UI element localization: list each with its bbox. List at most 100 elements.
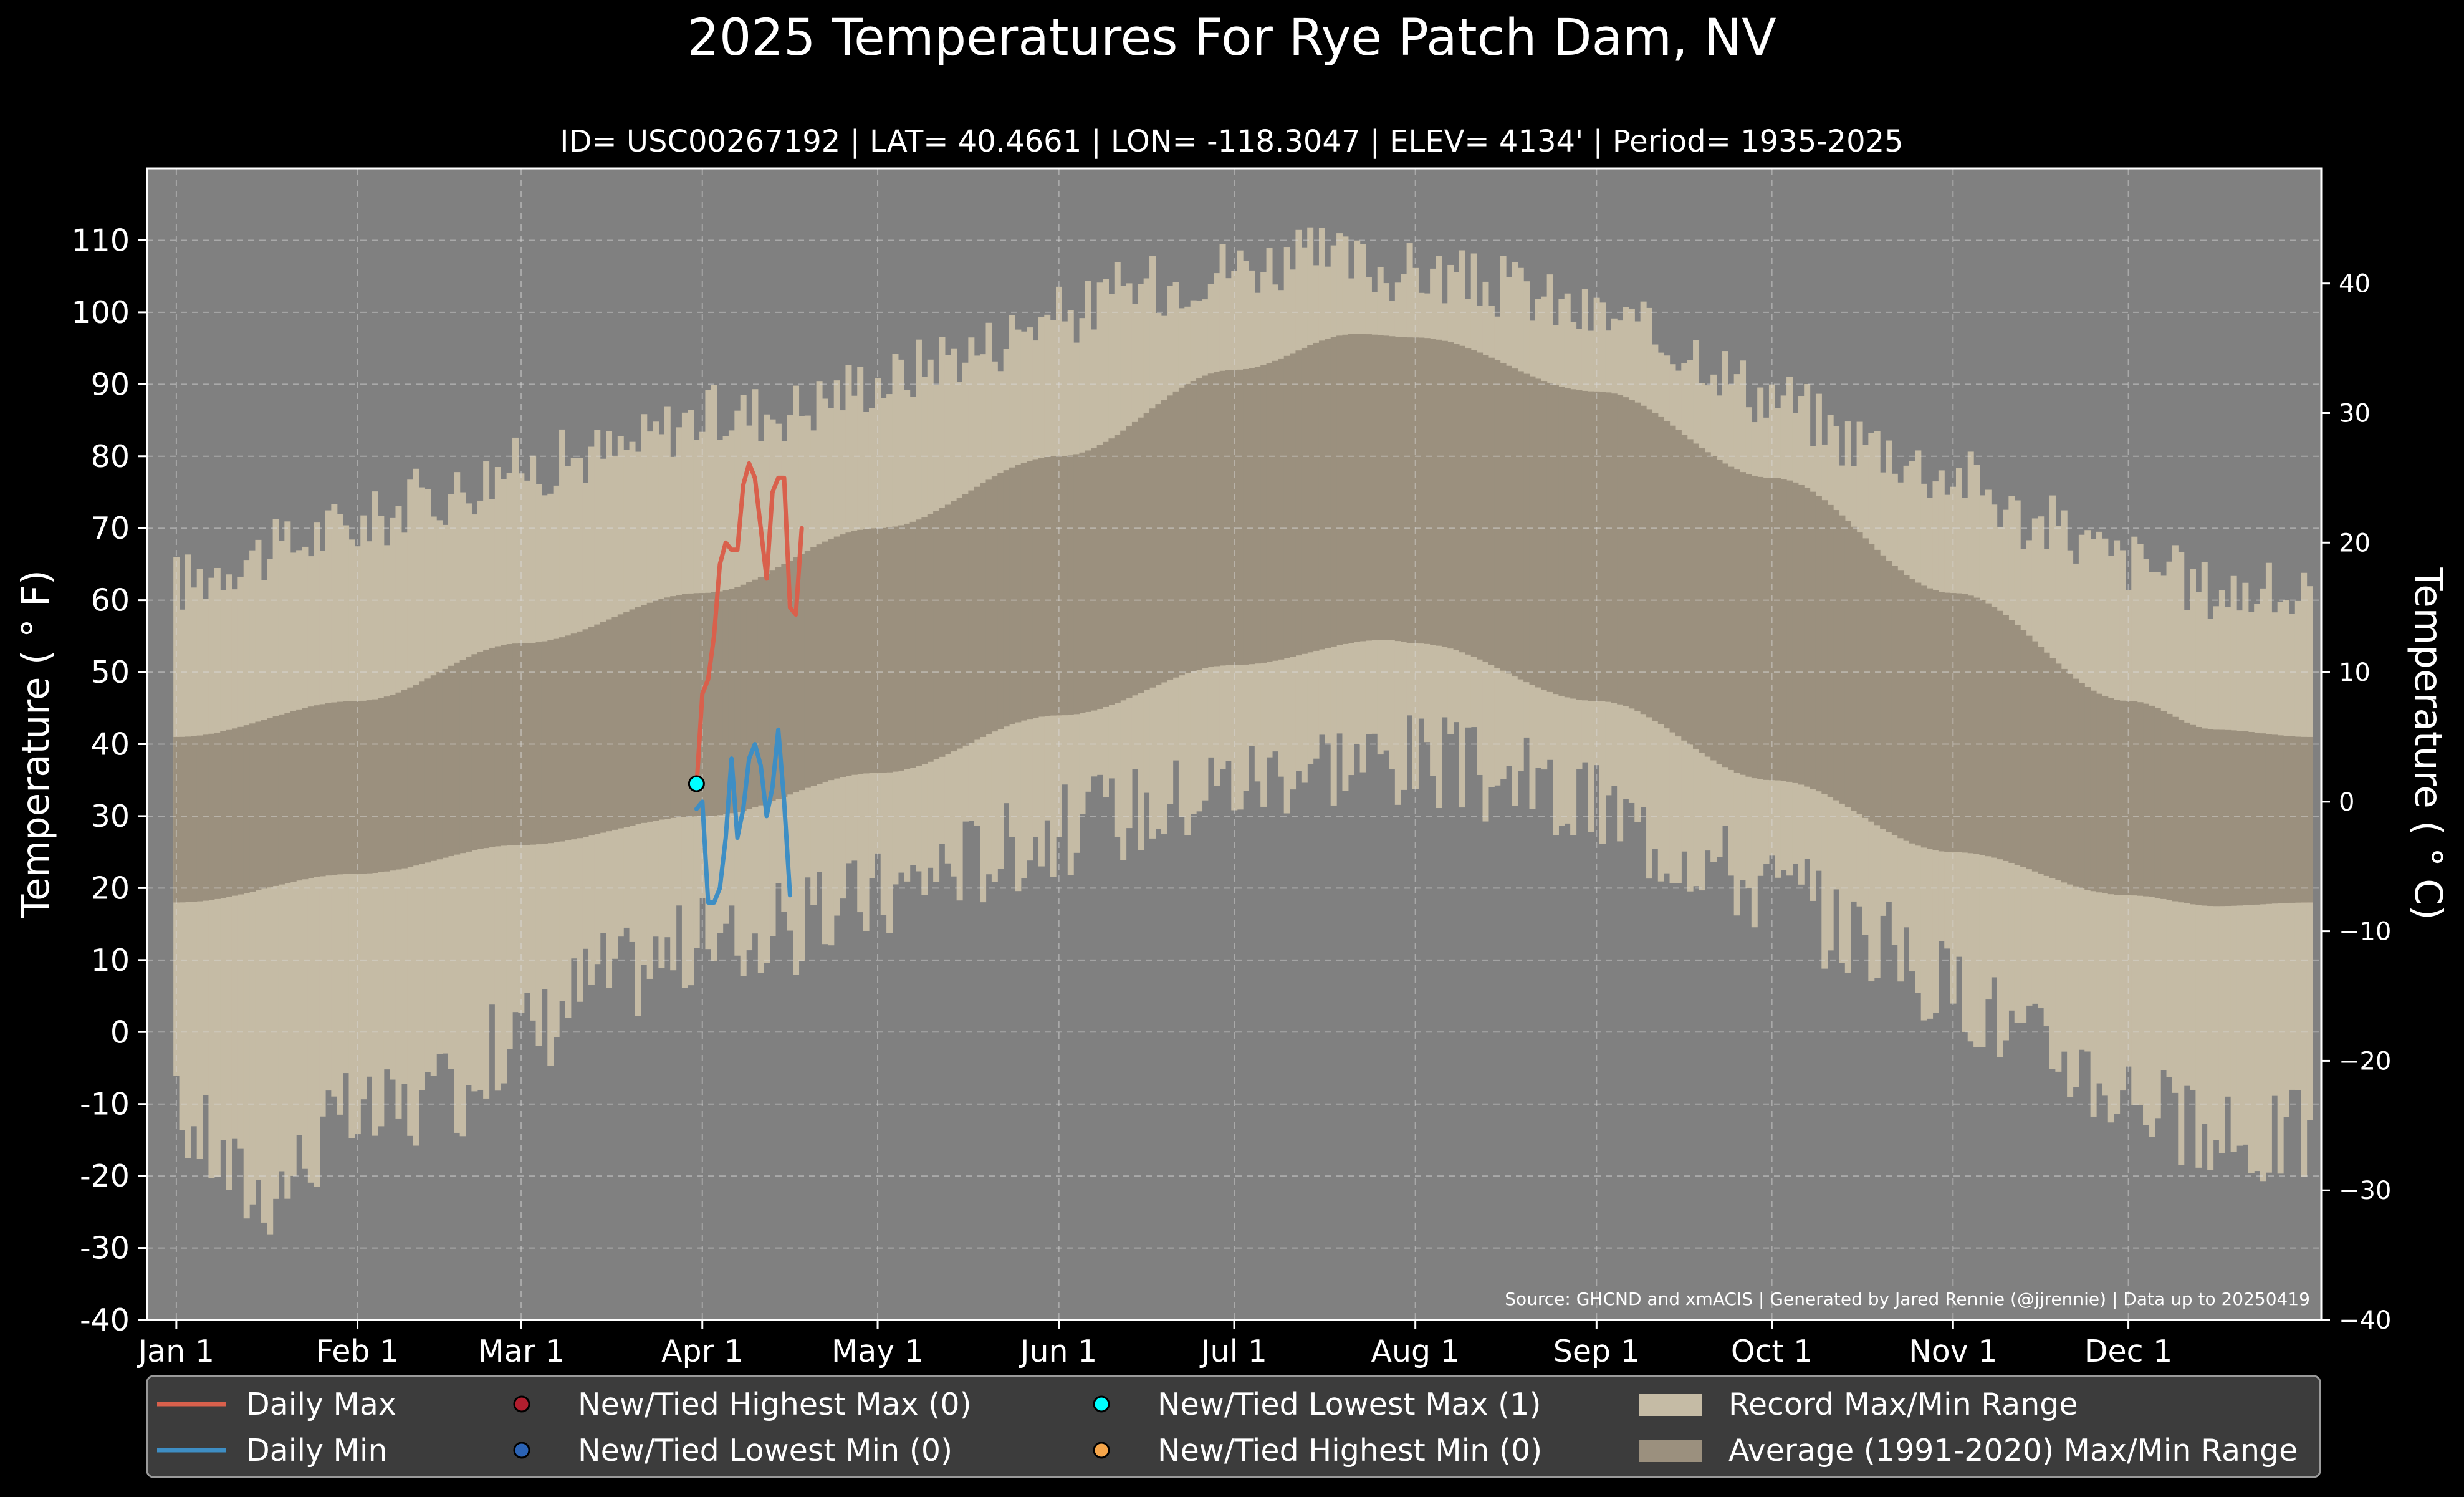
average-bar: [2254, 733, 2261, 905]
average-bar: [1441, 340, 1448, 647]
average-bar: [430, 675, 437, 861]
left-tick-label: -10: [80, 1087, 130, 1122]
average-bar: [1430, 339, 1437, 645]
average-bar: [863, 529, 870, 774]
x-tick-label: Sep 1: [1553, 1334, 1640, 1369]
average-bar: [1740, 472, 1747, 775]
average-bar: [419, 681, 425, 864]
average-bar: [2014, 625, 2021, 865]
average-bar: [2049, 658, 2056, 878]
average-bar: [1546, 383, 1553, 692]
average-bar: [2026, 635, 2033, 870]
average-bar: [1225, 370, 1232, 665]
average-bar: [2218, 729, 2225, 907]
average-bar: [1529, 376, 1536, 685]
average-bar: [466, 657, 472, 852]
average-bar: [2090, 690, 2097, 892]
average-bar: [868, 528, 875, 773]
average-bar: [360, 700, 367, 874]
right-y-axis: 40 30 20 10 0 −10 −20 −30 −40: [2321, 270, 2391, 1335]
average-bar: [840, 534, 846, 777]
average-bar: [535, 642, 542, 845]
average-bar: [179, 736, 186, 903]
average-bar: [290, 711, 297, 882]
average-bar: [494, 646, 501, 847]
legend-label-daily-max: Daily Max: [246, 1387, 396, 1422]
chart-subtitle: ID= USC00267192 | LAT= 40.4661 | LON= -1…: [560, 124, 1903, 159]
x-tick-label: Nov 1: [1909, 1334, 1997, 1369]
right-tick-label: 20: [2339, 529, 2371, 557]
x-tick-label: Jan 1: [137, 1334, 214, 1369]
average-bar: [1973, 597, 1980, 854]
average-bar: [746, 582, 753, 809]
average-bar: [302, 708, 309, 880]
right-axis-label: Temperature ( ° C): [2406, 567, 2450, 920]
average-bar: [220, 731, 227, 898]
average-bar: [1161, 400, 1167, 683]
average-bar: [2061, 668, 2068, 883]
average-bar: [1062, 456, 1068, 716]
average-bar: [1693, 443, 1700, 749]
average-bar: [2306, 736, 2313, 903]
average-bar: [1844, 521, 1851, 807]
average-bar: [600, 622, 606, 833]
average-bar: [1231, 370, 1238, 665]
average-bar: [1196, 378, 1203, 670]
average-bar: [1617, 395, 1624, 705]
average-bar: [2020, 630, 2027, 867]
average-bar: [1290, 353, 1297, 657]
average-bar: [2294, 736, 2301, 903]
average-bar: [921, 517, 928, 764]
average-bar: [1985, 603, 1992, 857]
x-tick-label: May 1: [832, 1334, 924, 1369]
average-bar: [2073, 678, 2079, 887]
average-bar: [2190, 724, 2197, 905]
average-bar: [717, 591, 724, 816]
average-bar: [185, 736, 191, 902]
average-bar: [845, 532, 852, 776]
average-bar: [1728, 466, 1735, 770]
average-bar: [740, 584, 747, 811]
average-bar: [547, 640, 554, 844]
average-bar: [553, 638, 560, 842]
legend-swatch-new-tied-lowest-min-0: [513, 1442, 530, 1459]
average-bar: [798, 554, 805, 791]
average-bar: [1184, 384, 1191, 673]
average-bar: [1038, 458, 1045, 717]
average-bar: [681, 594, 688, 817]
average-bar: [1833, 510, 1840, 801]
average-bar: [2119, 700, 2126, 895]
average-bar: [705, 592, 712, 816]
average-bar: [2301, 736, 2308, 903]
left-tick-label: 100: [71, 295, 130, 330]
average-bar: [582, 629, 589, 837]
x-tick-label: Mar 1: [477, 1334, 564, 1369]
average-bar: [2160, 711, 2167, 899]
average-bar: [2038, 647, 2045, 874]
average-bar: [810, 547, 817, 786]
left-tick-label: 90: [91, 367, 130, 402]
average-bar: [1704, 452, 1711, 757]
average-bar: [1588, 391, 1594, 701]
average-bar: [1447, 342, 1454, 649]
average-bar: [1453, 344, 1460, 651]
average-bar: [372, 699, 378, 873]
average-bar: [2096, 693, 2102, 893]
plot-area: [146, 167, 2323, 1321]
x-tick-label: Jun 1: [1019, 1334, 1097, 1369]
average-bar: [1470, 350, 1477, 657]
left-tick-label: -40: [80, 1302, 130, 1338]
average-bar: [1786, 480, 1793, 782]
average-bar: [1634, 402, 1641, 711]
average-bar: [1570, 389, 1577, 699]
average-bar: [804, 551, 811, 788]
average-bar: [1424, 338, 1431, 644]
average-bar: [1599, 392, 1606, 701]
left-tick-label: 110: [71, 223, 130, 258]
average-bar: [985, 479, 992, 734]
average-bar: [1149, 408, 1156, 688]
average-bar: [1348, 334, 1354, 643]
average-bar: [1903, 575, 1910, 841]
average-bar: [1512, 368, 1518, 677]
average-bar: [974, 486, 980, 740]
